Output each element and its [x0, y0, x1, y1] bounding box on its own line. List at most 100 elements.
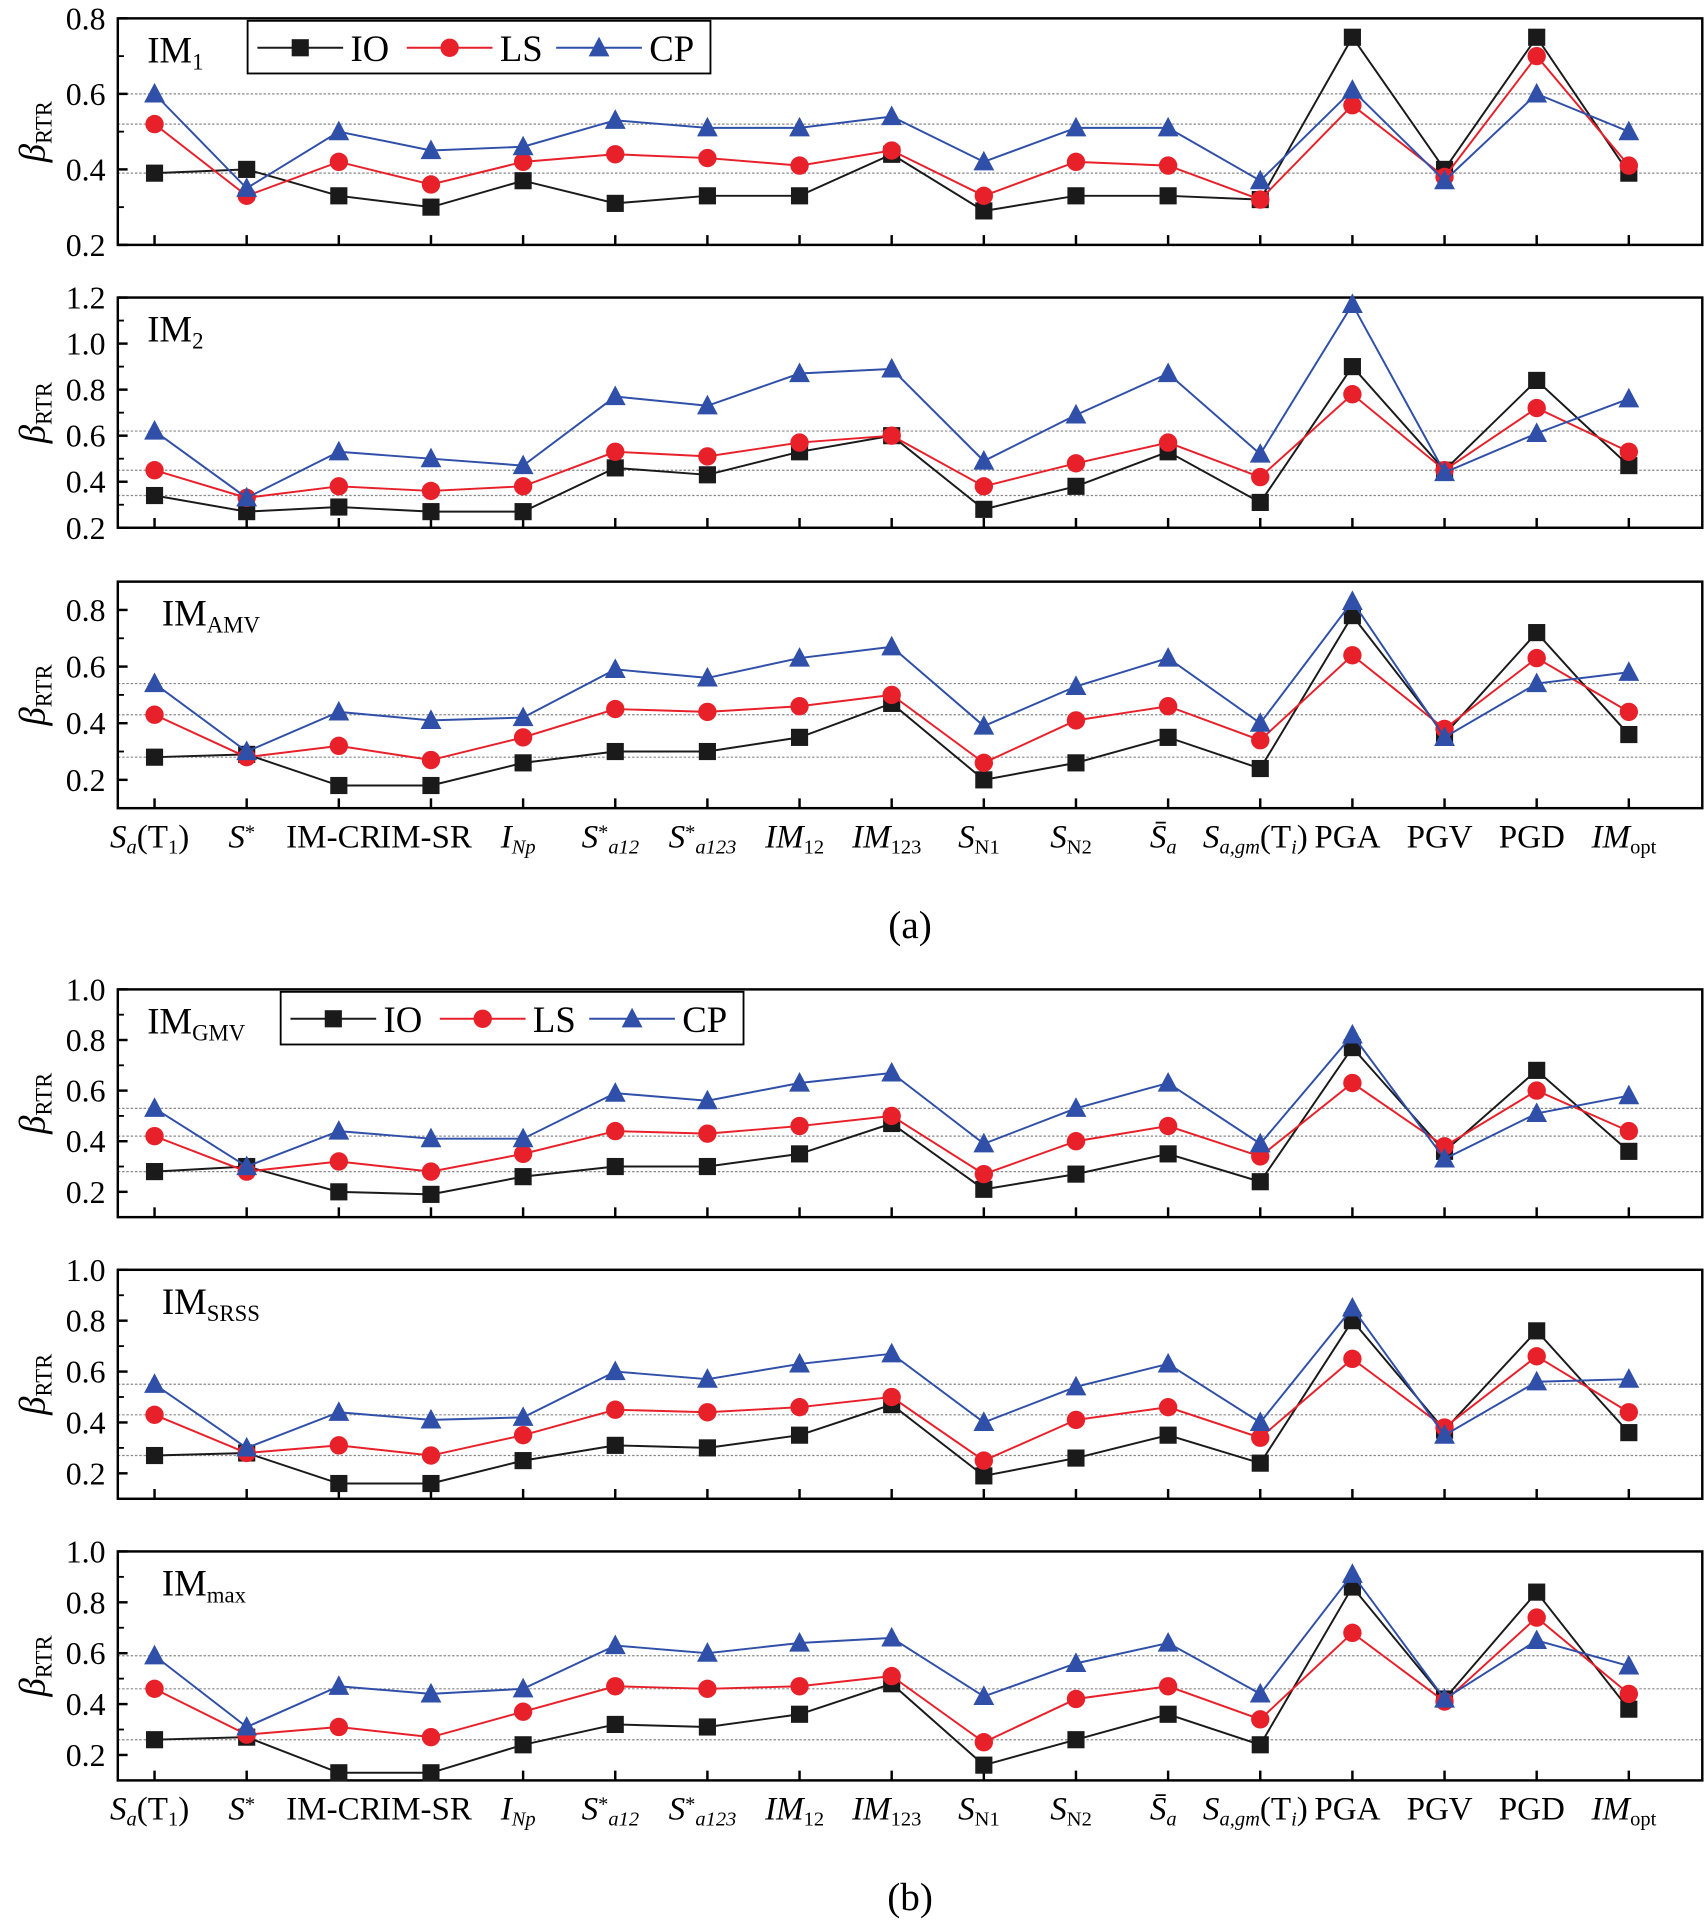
data-point-io: [698, 1157, 716, 1176]
panel-title: IMGMV: [147, 1000, 246, 1045]
data-point-ls: [974, 477, 994, 496]
data-point-cp: [973, 1685, 995, 1706]
data-point-cp: [420, 1127, 442, 1148]
x-tick-label: Sa(T1): [110, 819, 189, 858]
data-point-ls: [1619, 702, 1639, 722]
data-point-cp: [696, 1368, 718, 1388]
data-point-cp: [1434, 169, 1455, 190]
data-point-cp: [1249, 169, 1271, 190]
figure-caption: (b): [887, 1876, 933, 1919]
y-tick-label: 1.0: [66, 1253, 106, 1288]
data-point-ls: [1343, 1349, 1362, 1369]
x-tick-label: IM-CR: [286, 819, 381, 855]
data-point-ls: [1251, 731, 1270, 750]
data-point-io: [145, 1163, 164, 1181]
data-point-ls: [1066, 711, 1086, 730]
data-point-io: [790, 187, 809, 205]
label-part: IM: [147, 309, 192, 350]
data-point-ls: [790, 1398, 809, 1417]
data-point-ls: [421, 175, 441, 194]
x-tick-label: INp: [500, 1792, 536, 1831]
label-part: N2: [1067, 1809, 1092, 1831]
data-point-cp: [973, 150, 995, 171]
y-tick-label: 0.4: [66, 1687, 106, 1722]
data-point-io: [1251, 1736, 1269, 1754]
data-point-cp: [973, 449, 995, 470]
label-part: S̄: [1150, 819, 1167, 855]
data-point-ls: [1158, 697, 1178, 716]
label-part: PGV: [1407, 1792, 1473, 1828]
y-tick-label: 0.2: [66, 763, 106, 798]
x-tick-label: PGV: [1407, 819, 1473, 855]
data-point-ls: [1158, 156, 1178, 175]
data-point-io: [698, 466, 716, 484]
x-tick-label: IM-CR: [286, 1792, 381, 1828]
data-point-cp: [1618, 120, 1640, 141]
data-point-ls: [145, 1126, 164, 1146]
data-point-ls: [513, 1425, 533, 1445]
data-point-ls: [421, 750, 441, 770]
label-part: (T: [137, 1792, 168, 1828]
y-tick-label: 0.6: [66, 77, 106, 112]
data-point-io: [330, 1764, 348, 1782]
data-point-ls: [1066, 454, 1086, 473]
data-point-io: [975, 202, 993, 220]
data-point-cp: [1157, 1072, 1179, 1092]
label-part: β: [11, 1115, 52, 1135]
x-tick-label: PGV: [1407, 1792, 1473, 1828]
label-part: S: [1203, 819, 1220, 855]
label-part: a: [127, 1809, 137, 1831]
data-point-ls: [1158, 1677, 1178, 1696]
data-point-ls: [606, 442, 625, 461]
legend-marker-square-icon: [291, 39, 309, 57]
data-point-io: [1067, 1165, 1085, 1183]
data-point-ls: [698, 148, 717, 168]
data-point-ls: [882, 685, 901, 705]
label-part: a123: [695, 836, 736, 858]
data-point-io: [1251, 1173, 1269, 1191]
data-point-ls: [513, 152, 533, 172]
data-point-io: [975, 1180, 993, 1198]
data-point-ls: [329, 152, 349, 172]
label-part: RTR: [31, 663, 56, 707]
data-point-cp: [1157, 116, 1179, 137]
data-point-cp: [973, 1411, 995, 1432]
data-point-cp: [1434, 461, 1455, 482]
label-part: IM-SR: [380, 1792, 472, 1828]
data-point-ls: [1527, 1081, 1546, 1100]
data-point-ls: [1158, 1398, 1178, 1417]
y-axis-label: βRTR: [11, 100, 56, 163]
x-tick-label: SN2: [1050, 1792, 1092, 1831]
y-tick-label: 0.8: [66, 1304, 106, 1339]
data-point-ls: [421, 1727, 441, 1747]
data-point-cp: [1434, 1147, 1455, 1168]
data-point-cp: [420, 447, 442, 468]
x-tick-label: PGA: [1314, 819, 1380, 855]
data-point-ls: [790, 1677, 809, 1696]
data-point-cp: [236, 740, 258, 761]
series-line-ls: [154, 392, 1630, 499]
label-part: *: [598, 821, 608, 843]
label-part: N1: [975, 1809, 1000, 1831]
data-point-ls: [882, 1666, 901, 1686]
data-point-io: [698, 1439, 716, 1457]
label-part: RTR: [31, 100, 56, 144]
data-point-io: [1620, 725, 1638, 744]
data-point-cp: [973, 1132, 995, 1153]
legend-marker-triangle-icon: [588, 36, 610, 57]
data-point-cp: [604, 1360, 626, 1381]
x-tick-label: S*a12: [582, 1792, 640, 1831]
data-point-cp: [236, 1436, 258, 1457]
x-tick-label: IM12: [764, 819, 824, 858]
data-point-ls: [1619, 1684, 1639, 1704]
x-tick-label: S*: [228, 1792, 255, 1828]
data-point-io: [1528, 624, 1546, 642]
data-point-ls: [513, 728, 533, 747]
legend-label-cp: CP: [682, 999, 727, 1040]
label-part: N2: [1067, 836, 1092, 858]
data-point-cp: [328, 1675, 350, 1695]
y-tick-label: 1.0: [66, 327, 106, 362]
legend-marker-circle-icon: [440, 38, 459, 57]
label-part: Np: [511, 1809, 536, 1831]
